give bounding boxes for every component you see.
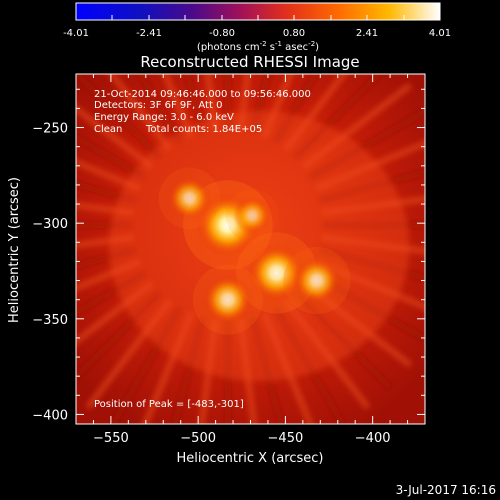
ripple-streak [76, 104, 155, 170]
y-tick-label: −400 [32, 408, 68, 423]
ripple-streak [76, 74, 163, 161]
y-tick-label: −300 [32, 217, 68, 232]
colorbar-tick-label: -2.41 [136, 28, 162, 39]
ripple-streak [237, 74, 251, 132]
colorbar-tick-label: 2.41 [356, 28, 378, 39]
footer-date: 3-Jul-2017 16:16 [396, 483, 496, 497]
emission-source [233, 196, 272, 235]
y-tick-label: −250 [32, 122, 68, 137]
x-tick-label: −450 [268, 431, 304, 446]
colorbar-units: (photons cm-2 s-1 asec-2) [197, 40, 319, 53]
x-axis-ticks [92, 74, 426, 424]
y-tick-label: −350 [32, 313, 68, 328]
colorbar-tick-label: 4.01 [429, 28, 451, 39]
ripple-streak [108, 74, 173, 152]
emission-source [202, 274, 253, 325]
emission-sources [158, 167, 351, 335]
detectors-annotation: Detectors: 3F 6F 9F, Att 0 [94, 100, 222, 111]
peak-position-annotation: Position of Peak = [-483,-301] [94, 399, 244, 410]
colorbar-tick-label: -4.01 [63, 28, 89, 39]
ripple-streak [137, 74, 183, 145]
y-axis-ticks [76, 88, 425, 415]
colorbar-tick-label: 0.80 [283, 28, 305, 39]
ripple-streak [161, 74, 195, 139]
ripple-streak [76, 202, 135, 216]
method-annotation: Clean [94, 124, 122, 135]
chart-title: Reconstructed RHESSI Image [140, 53, 359, 71]
x-tick-label: −400 [355, 431, 391, 446]
ripple-streak [184, 74, 207, 135]
colorbar-ticks [111, 15, 405, 20]
time-range-annotation: 21-Oct-2014 09:46:46.000 to 09:56:46.000 [94, 89, 311, 100]
ripple-streak [76, 133, 148, 181]
emission-source [167, 176, 212, 221]
emission-source [247, 243, 306, 302]
counts-annotation: Total counts: 1.84E+05 [145, 124, 262, 135]
emission-source [292, 256, 341, 305]
colorbar: -4.01 -2.41 -0.80 0.80 2.41 4.01 (photon… [63, 2, 451, 53]
energy-range-annotation: Energy Range: 3.0 - 6.0 keV [94, 112, 234, 123]
ripple-streak [76, 181, 137, 204]
y-axis-label: Heliocentric Y (arcsec) [7, 177, 22, 323]
x-tick-label: −550 [93, 431, 129, 446]
ripple-streak [204, 74, 219, 132]
plot-area [76, 74, 425, 424]
ripple-streak [76, 158, 142, 192]
x-tick-label: −500 [180, 431, 216, 446]
x-axis-label: Heliocentric X (arcsec) [177, 451, 324, 466]
colorbar-tick-label: -0.80 [209, 28, 235, 39]
